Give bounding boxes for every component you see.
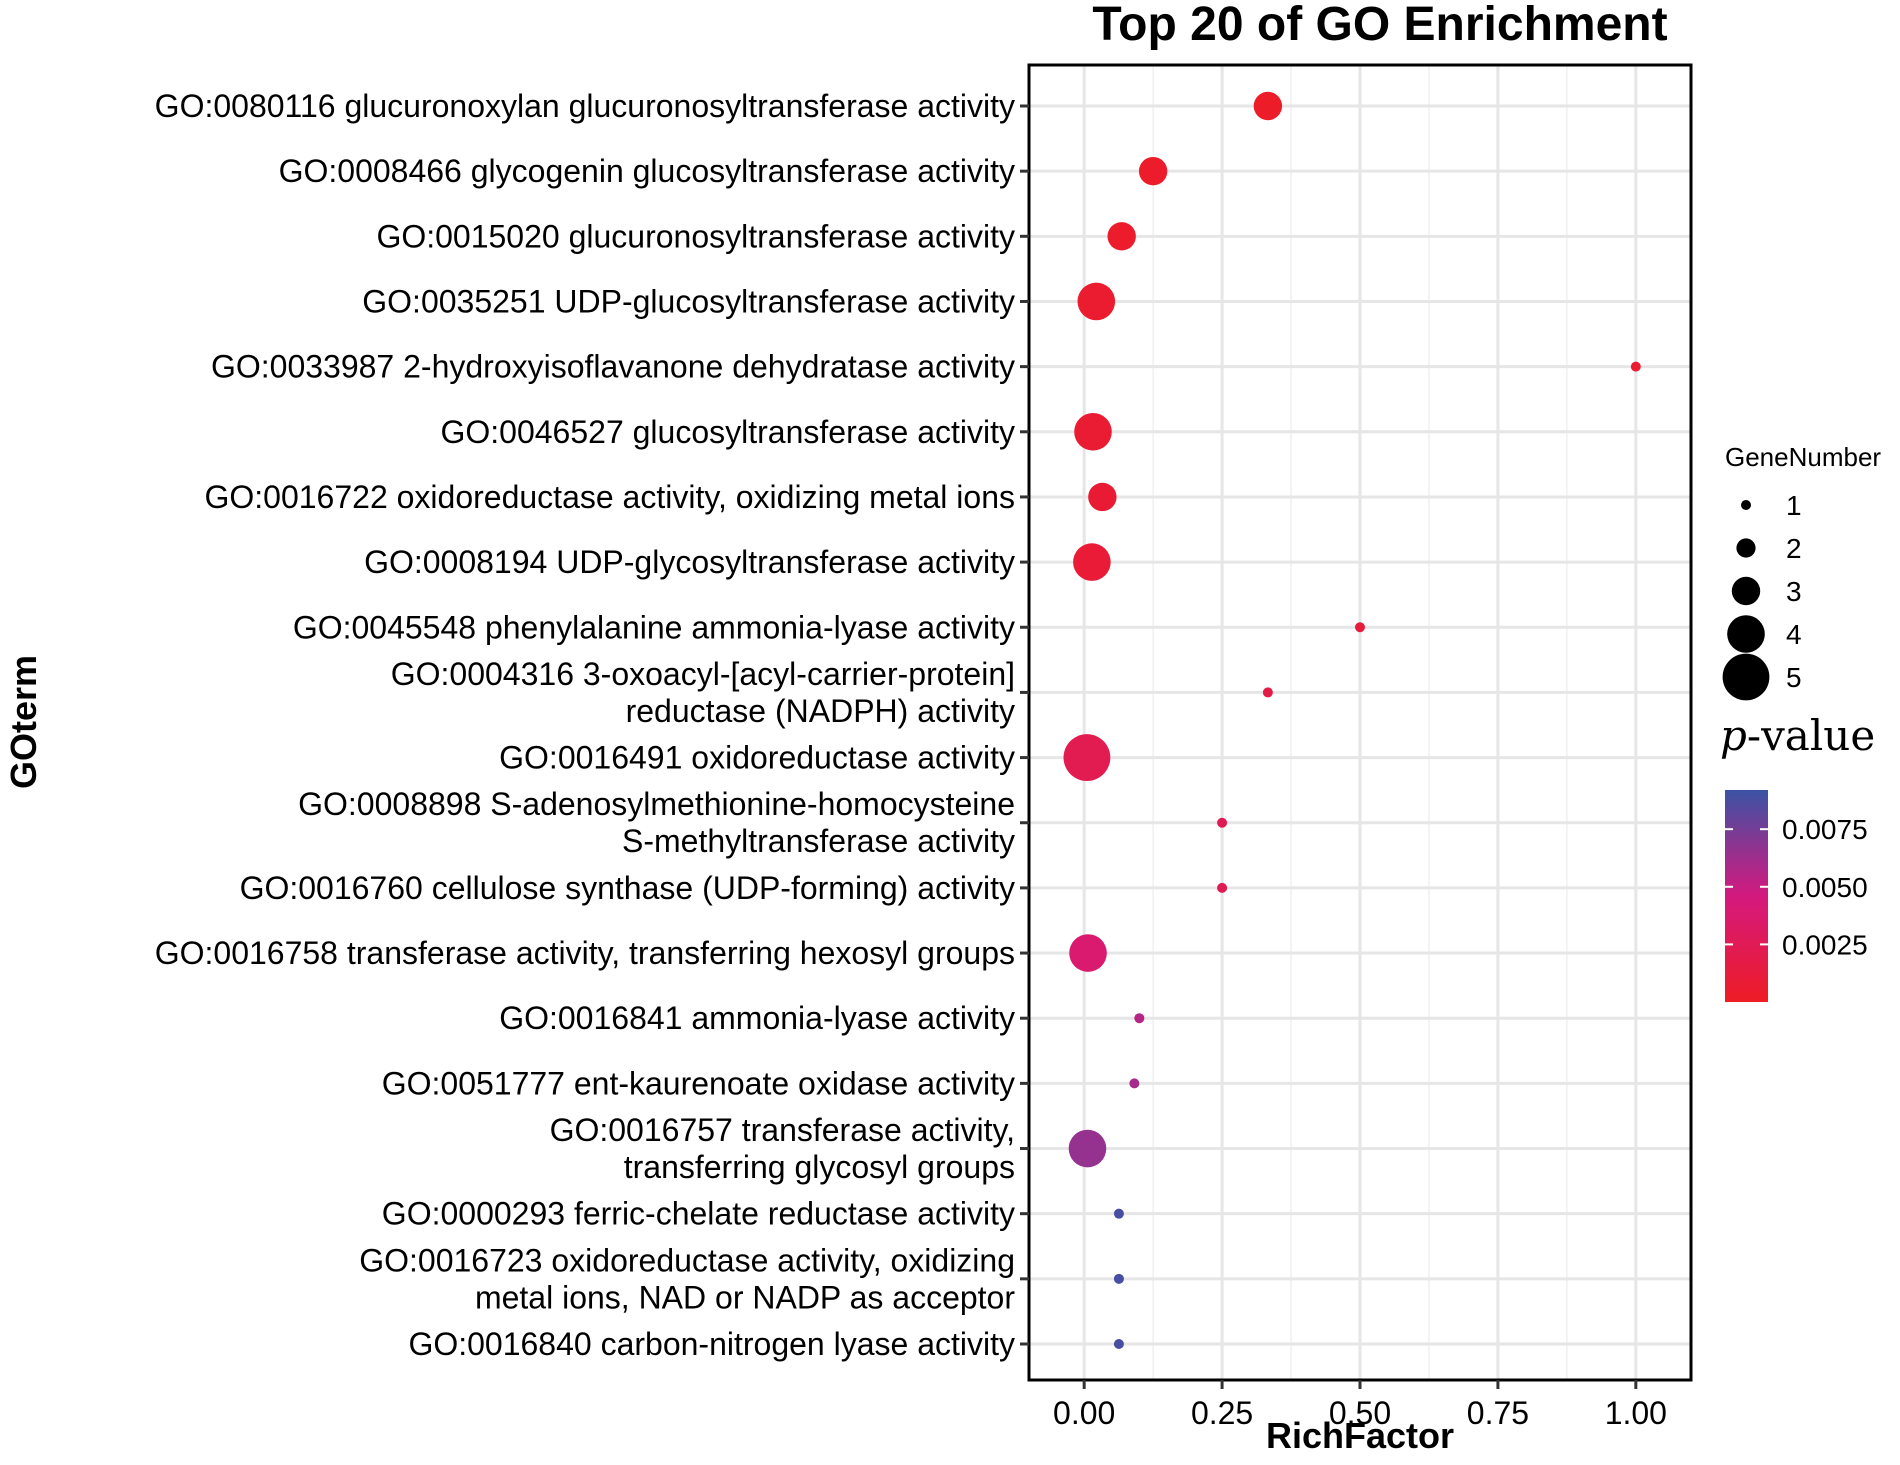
y-tick-label: GO:0008194 UDP-glycosyltransferase activ… [364,544,1015,580]
y-tick-label: GO:0016722 oxidoreductase activity, oxid… [204,479,1015,515]
y-tick-label: GO:0035251 UDP-glucosyltransferase activ… [362,283,1015,319]
chart-title: Top 20 of GO Enrichment [1092,0,1667,51]
data-point [1253,91,1283,121]
size-legend-title: GeneNumber [1725,442,1881,472]
x-axis-title: RichFactor [1266,1415,1454,1456]
data-point [1088,482,1117,512]
y-tick-label: GO:0016758 transferase activity, transfe… [155,935,1015,971]
x-tick-label: 0.00 [1053,1395,1115,1431]
y-tick-label: GO:0046527 glucosyltransferase activity [440,414,1015,450]
y-tick-label: GO:0080116 glucuronoxylan glucuronosyltr… [155,88,1015,124]
y-tick-label: GO:0008898 S-adenosylmethionine-homocyst… [298,786,1015,822]
y-tick-label: GO:0015020 glucuronosyltransferase activ… [376,218,1015,254]
data-point [1262,687,1273,698]
color-legend-title: p-value [1720,711,1875,760]
y-tick-label: reductase (NADPH) activity [626,693,1015,729]
data-point [1355,622,1365,633]
size-legend-label: 3 [1786,576,1802,607]
data-point [1063,734,1111,781]
color-legend: p-value 0.0025 0.0050 0.0075 [1720,711,1875,1002]
size-legend: GeneNumber 1 2 3 4 5 [1722,442,1881,701]
size-legend-key [1727,615,1765,653]
size-legend-key [1741,500,1751,510]
data-point [1129,1078,1140,1089]
y-tick-label: GO:0016760 cellulose synthase (UDP-formi… [240,870,1015,906]
size-legend-key [1722,653,1770,701]
y-axis-title: GOterm [3,655,44,789]
y-axis: GO:0080116 glucuronoxylan glucuronosyltr… [155,88,1029,1362]
y-tick-label: GO:0016841 ammonia-lyase activity [499,1000,1015,1036]
data-point [1107,222,1136,251]
data-point [1217,882,1228,893]
x-tick-label: 0.75 [1467,1395,1529,1431]
data-point [1068,1129,1107,1168]
data-point [1134,1013,1145,1024]
y-tick-label: GO:0016491 oxidoreductase activity [499,740,1015,776]
data-point [1074,412,1112,451]
y-tick-label: GO:0016840 carbon-nitrogen lyase activit… [408,1326,1015,1362]
y-tick-label: GO:0051777 ent-kaurenoate oxidase activi… [382,1065,1015,1101]
y-tick-label: metal ions, NAD or NADP as acceptor [475,1279,1015,1315]
color-legend-label: 0.0075 [1782,814,1868,845]
x-tick-label: 0.25 [1191,1395,1253,1431]
x-tick-label: 0.50 [1329,1395,1391,1431]
data-point [1113,1273,1124,1284]
grid-lines [1029,65,1691,1380]
y-tick-label: GO:0008466 glycogenin glucosyltransferas… [279,153,1015,189]
color-bar [1725,790,1768,1002]
color-legend-label: 0.0050 [1782,872,1868,903]
size-legend-label: 4 [1786,619,1802,650]
data-point [1113,1208,1124,1219]
y-tick-label: transferring glycosyl groups [624,1149,1015,1185]
size-legend-label: 1 [1786,490,1802,521]
data-point [1138,156,1168,186]
data-point [1113,1339,1124,1349]
data-point [1630,361,1641,372]
x-axis: 0.00 0.25 0.50 0.75 1.00 [1053,1380,1667,1431]
y-tick-label: GO:0033987 2-hydroxyisoflavanone dehydra… [211,349,1015,385]
x-tick-label: 1.00 [1605,1395,1667,1431]
y-tick-label: GO:0016757 transferase activity, [550,1112,1015,1148]
size-legend-label: 2 [1786,533,1802,564]
data-points [1063,91,1641,1349]
data-point [1077,282,1116,321]
size-legend-key [1736,538,1756,558]
y-tick-label: GO:0004316 3-oxoacyl-[acyl-carrier-prote… [391,656,1015,692]
y-tick-label: GO:0000293 ferric-chelate reductase acti… [382,1196,1015,1232]
y-tick-label: S-methyltransferase activity [622,823,1015,859]
data-point [1069,934,1107,972]
y-tick-label: GO:0045548 phenylalanine ammonia-lyase a… [293,609,1015,645]
color-legend-label: 0.0025 [1782,929,1868,960]
size-legend-key [1731,576,1761,606]
data-point [1217,817,1228,828]
y-tick-label: GO:0016723 oxidoreductase activity, oxid… [359,1242,1015,1278]
data-point [1073,543,1111,581]
size-legend-label: 5 [1786,662,1802,693]
